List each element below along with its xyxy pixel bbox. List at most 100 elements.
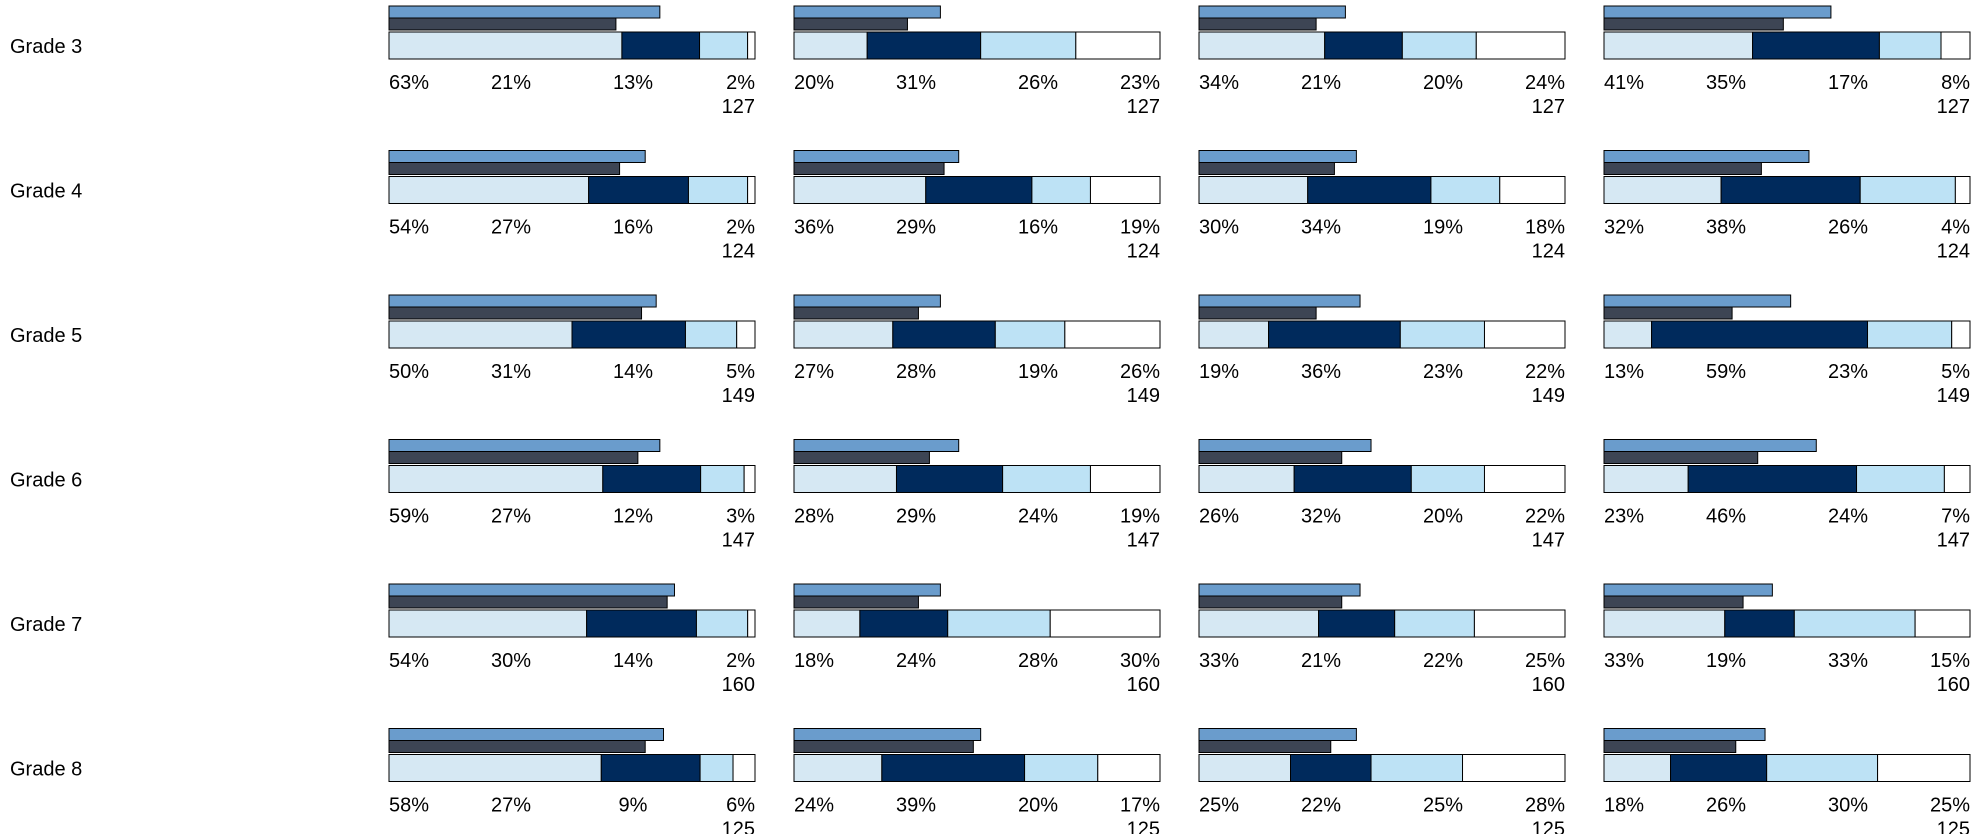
bar-segment bbox=[892, 320, 996, 349]
percent-label: 33% bbox=[1199, 650, 1239, 672]
count-label: 147 bbox=[1937, 530, 1970, 552]
comparison-bar bbox=[388, 5, 661, 19]
percent-label: 31% bbox=[491, 361, 531, 383]
bar-segment bbox=[1793, 609, 1916, 638]
bar-panel: 59% 27% 12% 3%147 bbox=[388, 439, 756, 552]
bar-panel: 20% 31% 26% 23%127 bbox=[793, 5, 1161, 118]
percent-label: 33% bbox=[1828, 650, 1868, 672]
percent-label: 6% bbox=[726, 795, 755, 817]
percent-label: 23% bbox=[1828, 361, 1868, 383]
comparison-bar bbox=[388, 451, 639, 464]
percent-label: 30% bbox=[1828, 795, 1868, 817]
comparison-bar bbox=[1198, 17, 1317, 31]
bar-segment bbox=[600, 754, 701, 782]
count-label: 125 bbox=[1127, 819, 1160, 834]
bar-segment bbox=[388, 320, 573, 349]
percent-label: 28% bbox=[1018, 650, 1058, 672]
bar-segment bbox=[747, 31, 756, 60]
count-label: 147 bbox=[1127, 530, 1160, 552]
comparison-bar bbox=[388, 740, 646, 753]
bar-segment bbox=[1024, 754, 1099, 782]
percent-label: 20% bbox=[1423, 506, 1463, 528]
percent-label: 23% bbox=[1604, 506, 1644, 528]
bar-panel: 26% 32% 20% 22%147 bbox=[1198, 439, 1566, 552]
bar-segment bbox=[1462, 754, 1566, 782]
bar-panel: 23% 46% 24% 7%147 bbox=[1603, 439, 1971, 552]
bar-segment bbox=[1268, 320, 1401, 349]
percent-label: 17% bbox=[1828, 72, 1868, 94]
percent-label: 19% bbox=[1018, 361, 1058, 383]
comparison-bar bbox=[1198, 728, 1357, 741]
percent-label: 2% bbox=[726, 217, 755, 239]
bar-segment bbox=[1483, 320, 1566, 349]
bar-segment bbox=[743, 465, 756, 493]
comparison-bar bbox=[388, 294, 657, 308]
count-label: 149 bbox=[722, 385, 755, 407]
percent-label: 41% bbox=[1604, 72, 1644, 94]
comparison-bar bbox=[388, 162, 621, 175]
bar-segment bbox=[895, 465, 1004, 493]
comparison-bar bbox=[1198, 150, 1357, 163]
count-label: 124 bbox=[1532, 241, 1565, 263]
bar-segment bbox=[1877, 754, 1971, 782]
percent-label: 3% bbox=[726, 506, 755, 528]
comparison-bar bbox=[1603, 162, 1762, 175]
bar-segment bbox=[1954, 176, 1971, 204]
bar-segment bbox=[1064, 320, 1161, 349]
count-label: 160 bbox=[722, 674, 755, 696]
count-label: 124 bbox=[1937, 241, 1970, 263]
bar-segment bbox=[1603, 320, 1653, 349]
bar-segment bbox=[793, 176, 927, 204]
comparison-bar bbox=[388, 728, 664, 741]
comparison-bar bbox=[1198, 5, 1346, 19]
bar-segment bbox=[1940, 31, 1971, 60]
bar-segment bbox=[388, 465, 604, 493]
percent-label: 24% bbox=[1828, 506, 1868, 528]
comparison-bar bbox=[793, 294, 941, 308]
percent-label: 18% bbox=[794, 650, 834, 672]
comparison-bar bbox=[793, 162, 945, 175]
bar-segment bbox=[1075, 31, 1161, 60]
bar-segment bbox=[881, 754, 1026, 782]
bar-segment bbox=[1198, 609, 1320, 638]
percent-label: 9% bbox=[619, 795, 648, 817]
count-label: 160 bbox=[1937, 674, 1970, 696]
percent-label: 16% bbox=[613, 217, 653, 239]
percent-label: 8% bbox=[1941, 72, 1970, 94]
comparison-bar bbox=[1198, 294, 1361, 308]
percent-label: 30% bbox=[1199, 217, 1239, 239]
percent-label: 23% bbox=[1120, 72, 1160, 94]
percent-label: 59% bbox=[1706, 361, 1746, 383]
comparison-bar bbox=[388, 439, 661, 452]
bar-segment bbox=[1859, 176, 1956, 204]
comparison-bar bbox=[793, 150, 960, 163]
bar-segment bbox=[1499, 176, 1566, 204]
percent-label: 24% bbox=[896, 650, 936, 672]
bar-panel: 27% 28% 19% 26%149 bbox=[793, 294, 1161, 407]
bar-segment bbox=[793, 320, 894, 349]
comparison-bar bbox=[1198, 451, 1343, 464]
percent-label: 32% bbox=[1604, 217, 1644, 239]
bar-segment bbox=[1410, 465, 1485, 493]
bar-segment bbox=[1198, 465, 1295, 493]
percent-label: 28% bbox=[896, 361, 936, 383]
bar-segment bbox=[1318, 609, 1396, 638]
percent-label: 16% bbox=[1018, 217, 1058, 239]
percent-label: 22% bbox=[1525, 361, 1565, 383]
bar-panel: 54% 27% 16% 2%124 bbox=[388, 150, 756, 263]
comparison-bar bbox=[1603, 740, 1737, 753]
percent-label: 20% bbox=[1423, 72, 1463, 94]
bar-segment bbox=[793, 754, 883, 782]
bar-panel: 28% 29% 24% 19%147 bbox=[793, 439, 1161, 552]
count-label: 125 bbox=[1532, 819, 1565, 834]
percent-label: 26% bbox=[1199, 506, 1239, 528]
bar-panel: 30% 34% 19% 18%124 bbox=[1198, 150, 1566, 263]
percent-label: 35% bbox=[1706, 72, 1746, 94]
comparison-bar bbox=[1603, 439, 1817, 452]
comparison-bar bbox=[1198, 162, 1335, 175]
count-label: 149 bbox=[1937, 385, 1970, 407]
bar-segment bbox=[1603, 31, 1754, 60]
bar-segment bbox=[1089, 465, 1161, 493]
